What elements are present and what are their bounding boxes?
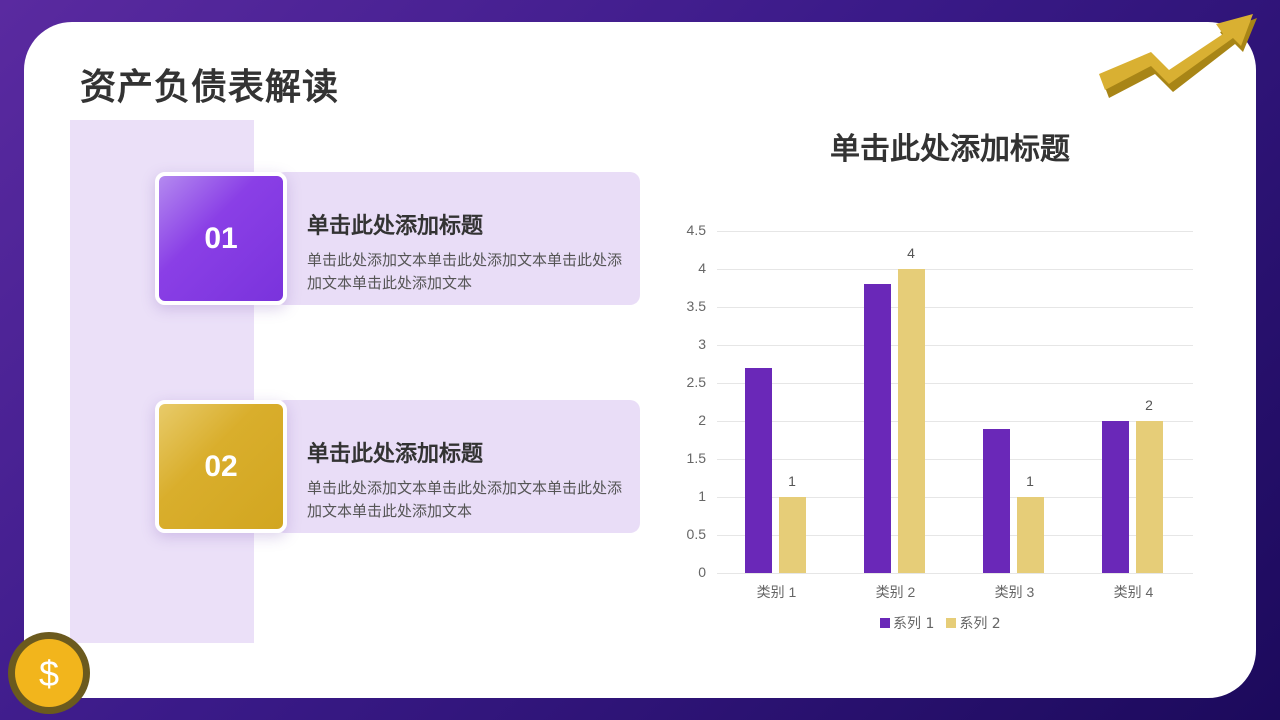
legend-swatch [880,618,890,628]
y-tick-label: 2 [698,412,706,428]
legend-item-series-2: 系列 2 [946,613,1001,633]
gridline [717,573,1193,574]
gridline [717,421,1193,422]
y-tick-label: 4.5 [686,222,706,238]
data-label: 1 [788,473,796,489]
item-background [275,400,640,533]
y-tick-label: 3.5 [686,298,706,314]
legend-label: 系列 1 [893,616,935,632]
x-category-label: 类别 2 [875,584,916,600]
y-tick-label: 4 [698,260,706,276]
gridline [717,345,1193,346]
data-label: 2 [1145,397,1153,413]
list-item-02: 02 单击此处添加标题 单击此处添加文本单击此处添加文本单击此处添加文本单击此处… [155,400,640,533]
y-tick-label: 2.5 [686,374,706,390]
legend-label: 系列 2 [959,616,1001,632]
gridline [717,269,1193,270]
bar-chart: 系列 1 系列 2 0 0.5 1 1.5 2 2.5 3 3.5 4 4.5 1 类别 1 4 类别 2… [660,215,1220,645]
dollar-glyph: $ [39,653,59,694]
bar-series-1[interactable] [982,428,1010,573]
gridline [717,231,1193,232]
gridline [717,459,1193,460]
bar-series-2[interactable] [1135,421,1163,573]
chart-title[interactable]: 单击此处添加标题 [830,132,1070,167]
y-tick-label: 3 [698,336,706,352]
gridline [717,497,1193,498]
legend-item-series-1: 系列 1 [880,613,934,633]
list-item-01: 01 单击此处添加标题 单击此处添加文本单击此处添加文本单击此处添加文本单击此处… [155,172,640,305]
y-tick-label: 0.5 [686,526,706,542]
gridline [717,535,1193,536]
x-category-label: 类别 4 [1113,584,1154,600]
item-text[interactable]: 单击此处添加文本单击此处添加文本单击此处添加文本单击此处添加文本 [307,479,623,520]
item-text[interactable]: 单击此处添加文本单击此处添加文本单击此处添加文本单击此处添加文本 [307,251,623,292]
item-title[interactable]: 单击此处添加标题 [307,214,484,239]
bar-series-2[interactable] [778,497,806,573]
bar-series-2[interactable] [897,269,925,573]
item-number-badge: 02 [155,400,287,533]
gridline [717,383,1193,384]
rising-arrow-icon [1099,14,1257,98]
bar-series-1[interactable] [863,284,891,573]
x-category-label: 类别 3 [994,584,1035,600]
dollar-coin-icon: $ [8,632,90,714]
chart-legend: 系列 1 系列 2 [880,613,1001,633]
y-tick-label: 0 [698,564,706,580]
item-title[interactable]: 单击此处添加标题 [307,442,484,467]
data-label: 1 [1026,473,1034,489]
item-number-badge: 01 [155,172,287,305]
x-category-label: 类别 1 [756,584,797,600]
gridline [717,307,1193,308]
legend-swatch [946,618,957,628]
item-background [275,172,640,305]
data-label: 4 [907,245,915,261]
bar-series-1[interactable] [744,367,772,573]
bar-series-1[interactable] [1101,421,1129,573]
page-title: 资产负债表解读 [80,67,340,108]
y-tick-label: 1 [698,488,706,504]
y-tick-label: 1.5 [686,450,706,466]
bar-series-2[interactable] [1016,497,1044,573]
